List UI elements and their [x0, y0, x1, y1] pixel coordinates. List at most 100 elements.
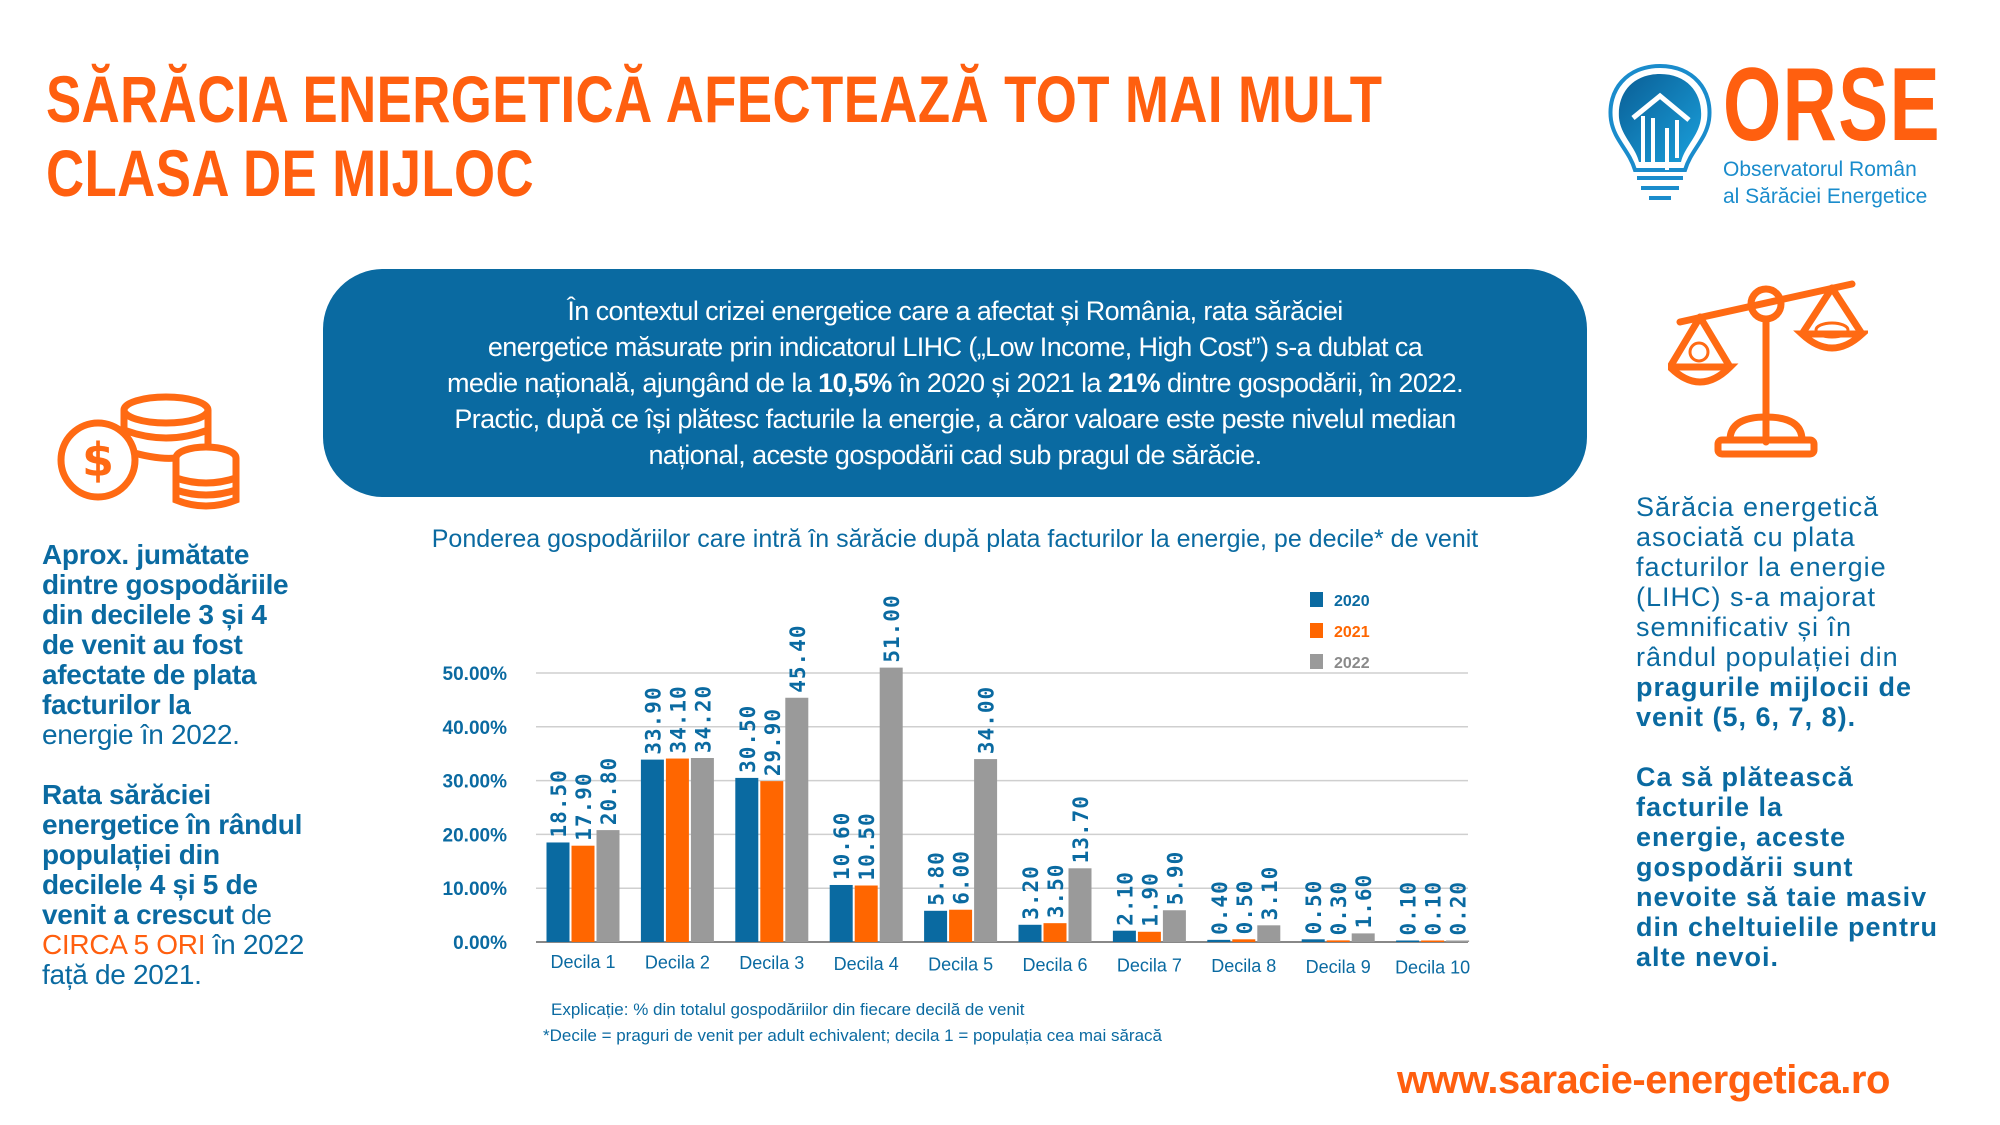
- data-label: 34.10: [666, 685, 690, 753]
- text-line: venit (5, 6, 7, 8).: [1636, 702, 1938, 732]
- bar-2022: [596, 830, 620, 942]
- bar-2021: [1326, 940, 1350, 942]
- data-label: 3.50: [1044, 864, 1068, 919]
- text-line: alte nevoi.: [1636, 942, 1938, 972]
- paragraph: Ca să plătească facturile la energie, aces…: [1636, 762, 1938, 972]
- text-segment: Sărăcia energetică: [1636, 492, 1880, 522]
- data-label: 30.50: [736, 705, 760, 773]
- text-line: Aprox. jumătate: [42, 540, 304, 570]
- category-label: Decila 9: [1306, 957, 1371, 977]
- data-label: 3.20: [1019, 865, 1043, 920]
- text-segment: dintre gospodării, în 2022.: [1160, 368, 1464, 398]
- data-label: 34.00: [975, 686, 999, 754]
- category-label: Decila 10: [1395, 957, 1470, 977]
- title-line: SĂRĂCIA ENERGETICĂ AFECTEAZĂ TOT MAI MUL…: [46, 62, 1383, 136]
- bar-2020: [829, 884, 853, 942]
- orse-logo: ORSE Observatorul Român al Sărăciei Ener…: [1605, 53, 1940, 214]
- text-segment: asociată cu plata: [1636, 522, 1856, 552]
- text-line: Ca să plătească: [1636, 762, 1938, 792]
- text-line: venit a crescut de: [42, 900, 304, 930]
- y-tick-label: 10.00%: [443, 879, 508, 900]
- text-segment: alte nevoi.: [1636, 942, 1780, 972]
- data-label: 1.60: [1352, 874, 1376, 929]
- bar-2021: [1043, 923, 1067, 942]
- data-label: 0.10: [1422, 881, 1446, 936]
- bar-2021: [1137, 931, 1161, 942]
- category-label: Decila 6: [1022, 955, 1087, 975]
- text-segment: față de 2021.: [42, 959, 202, 990]
- highlight-text: CIRCA 5 ORI: [42, 929, 206, 960]
- data-label: 0.50: [1302, 880, 1326, 935]
- data-label: 20.80: [597, 757, 621, 825]
- bar-2022: [785, 697, 809, 942]
- text-segment: național, aceste gospodării cad sub prag…: [648, 440, 1262, 470]
- y-tick-label: 20.00%: [443, 825, 508, 846]
- text-segment: dintre gospodăriile: [42, 569, 289, 600]
- text-segment: facturile la: [1636, 792, 1784, 822]
- data-label: 5.80: [925, 851, 949, 906]
- text-segment: 21%: [1107, 368, 1161, 398]
- bar-2021: [1232, 939, 1256, 942]
- footnote-deciles: *Decile = praguri de venit per adult ech…: [543, 1026, 1162, 1045]
- footnote-explanation: Explicație: % din totalul gospodăriilor …: [551, 1000, 1025, 1019]
- text-segment: rândul populației din: [1636, 642, 1899, 672]
- y-tick-label: 50.00%: [443, 664, 508, 685]
- text-segment: venit a crescut: [42, 899, 234, 930]
- text-segment: 10,5%: [818, 368, 892, 398]
- category-label: Decila 1: [550, 952, 615, 972]
- data-label: 29.90: [761, 708, 785, 776]
- text-segment: populației din: [42, 839, 220, 870]
- left-panel-text: Aprox. jumătate dintre gospodăriile din de…: [42, 540, 304, 1020]
- text-line: din decilele 3 și 4: [42, 600, 304, 630]
- text-line: facturilor la energie: [1636, 552, 1938, 582]
- text-line: În contextul crizei energetice care a af…: [323, 293, 1587, 329]
- text-segment: gospodării sunt: [1636, 852, 1854, 882]
- bar-2022: [1068, 868, 1092, 942]
- data-label: 33.90: [641, 686, 665, 754]
- bar-2021: [1421, 940, 1445, 942]
- bar-2020: [1207, 939, 1231, 942]
- text-line: decilele 4 și 5 de: [42, 870, 304, 900]
- bar-2020: [1112, 930, 1136, 942]
- logo-wordmark: ORSE: [1723, 47, 1941, 163]
- legend-label: 2021: [1334, 624, 1370, 641]
- bar-2022: [1446, 940, 1470, 942]
- text-line: medie națională, ajungând de la 10,5% în…: [323, 365, 1587, 401]
- logo-subtitle: al Sărăciei Energetice: [1723, 185, 1928, 208]
- intro-banner: În contextul crizei energetice care a af…: [323, 269, 1587, 497]
- text-segment: Aprox. jumătate: [42, 539, 250, 570]
- text-segment: în 2022: [205, 929, 305, 960]
- text-line: asociată cu plata: [1636, 522, 1938, 552]
- text-line: semnificativ și în: [1636, 612, 1938, 642]
- bar-2020: [640, 759, 664, 942]
- bar-2022: [879, 667, 903, 942]
- text-segment: medie națională, ajungând de la: [446, 368, 819, 398]
- text-line: facturile la: [1636, 792, 1938, 822]
- category-label: Decila 7: [1117, 956, 1182, 976]
- bar-2022: [1257, 925, 1281, 942]
- legend-label: 2020: [1334, 593, 1370, 610]
- text-line: CIRCA 5 ORI în 2022: [42, 930, 304, 960]
- text-segment: venit (5, 6, 7, 8).: [1636, 702, 1857, 732]
- category-label: Decila 8: [1211, 956, 1276, 976]
- data-label: 10.50: [855, 812, 879, 880]
- bar-2021: [571, 845, 595, 942]
- text-line: rândul populației din: [1636, 642, 1938, 672]
- text-line: energetice măsurate prin indicatorul LIH…: [323, 329, 1587, 365]
- legend-label: 2022: [1334, 655, 1370, 672]
- text-segment: din decilele 3 și 4: [42, 599, 267, 630]
- bar-2022: [690, 758, 714, 942]
- text-segment: în 2020 și 2021 la: [891, 368, 1108, 398]
- text-line: gospodării sunt: [1636, 852, 1938, 882]
- data-label: 0.50: [1233, 880, 1257, 935]
- text-line: energetice în rândul: [42, 810, 304, 840]
- data-label: 2.10: [1113, 871, 1137, 926]
- text-line: din cheltuielile pentru: [1636, 912, 1938, 942]
- website-link[interactable]: www.saracie-energetica.ro: [1397, 1058, 1890, 1102]
- text-segment: (LIHC) s-a majorat: [1636, 582, 1877, 612]
- text-line: afectate de plata: [42, 660, 304, 690]
- data-label: 3.10: [1258, 866, 1282, 921]
- bar-2020: [735, 777, 759, 942]
- y-tick-label: 30.00%: [443, 772, 508, 793]
